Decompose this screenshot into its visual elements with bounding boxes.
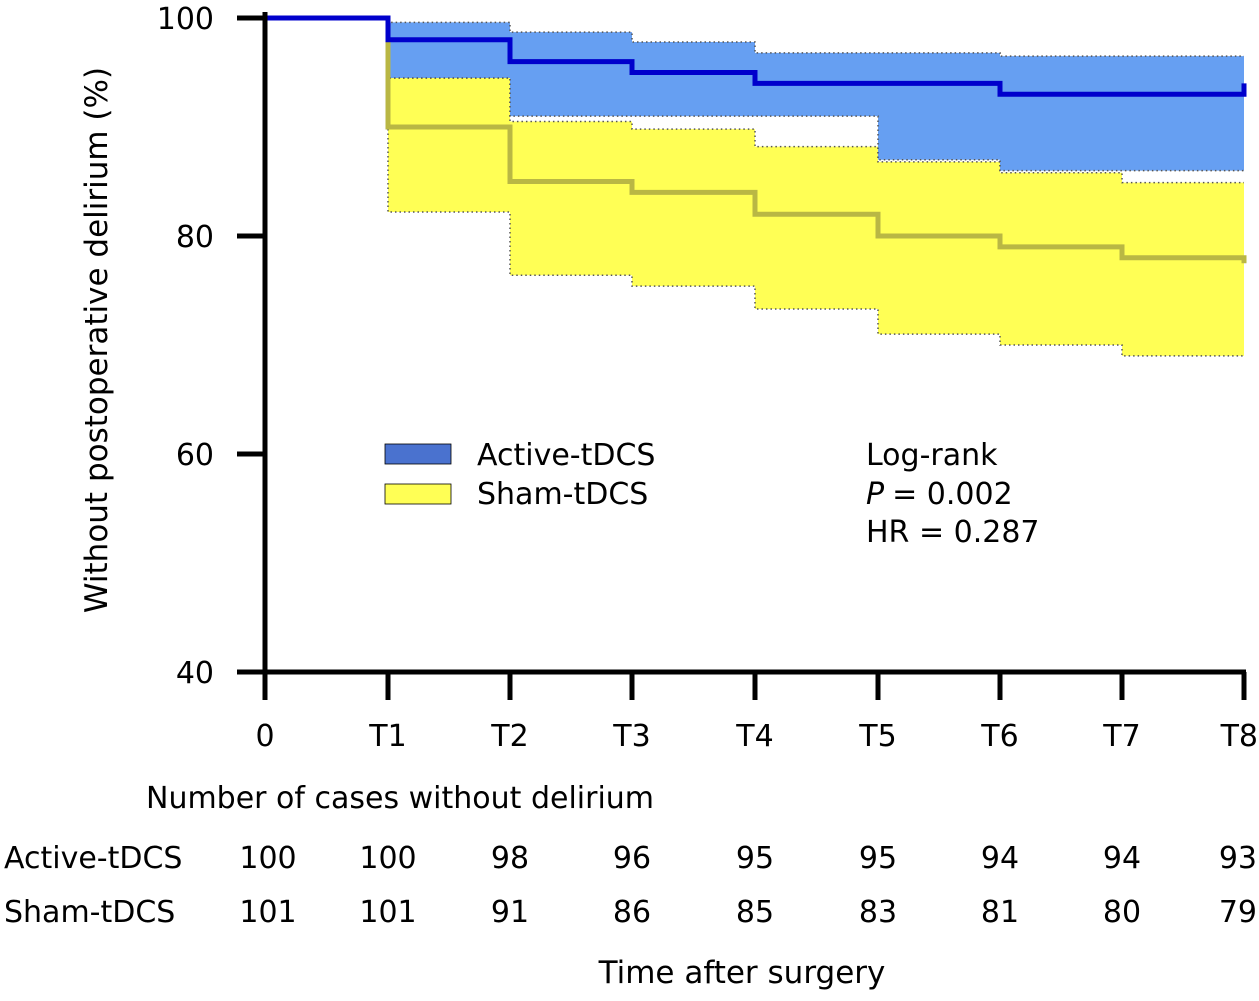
risk-cell-active: 95 bbox=[736, 841, 774, 876]
risk-row-label-active: Active-tDCS bbox=[4, 841, 182, 876]
x-tick-label: T6 bbox=[980, 719, 1018, 754]
survival-line-sham bbox=[265, 15, 1247, 264]
p-value-text: = 0.002 bbox=[892, 477, 1013, 512]
p-value: P = 0.002 bbox=[866, 477, 1013, 512]
risk-cell-sham: 85 bbox=[736, 895, 774, 930]
survival-lines bbox=[265, 15, 1247, 264]
risk-cell-sham: 91 bbox=[491, 895, 529, 930]
y-tick-label: 100 bbox=[157, 2, 214, 37]
x-ticks: 0 T1 T2 T3 T4 T5 T6 T7 T8 bbox=[255, 672, 1258, 754]
p-label: P bbox=[866, 477, 885, 512]
risk-cell-sham: 86 bbox=[613, 895, 651, 930]
x-tick-label: T4 bbox=[735, 719, 773, 754]
risk-cell-active: 95 bbox=[859, 841, 897, 876]
risk-table-title: Number of cases without delirium bbox=[146, 781, 654, 816]
x-tick-label: T3 bbox=[612, 719, 650, 754]
risk-cell-active: 100 bbox=[239, 841, 296, 876]
risk-cell-active: 94 bbox=[981, 841, 1019, 876]
y-tick-label: 60 bbox=[176, 438, 214, 473]
risk-cell-sham: 80 bbox=[1103, 895, 1141, 930]
y-tick-label: 40 bbox=[176, 656, 214, 691]
risk-cell-sham: 81 bbox=[981, 895, 1019, 930]
y-tick-label: 80 bbox=[176, 220, 214, 255]
x-tick-label: T5 bbox=[858, 719, 896, 754]
risk-cell-sham: 83 bbox=[859, 895, 897, 930]
risk-cell-active: 100 bbox=[359, 841, 416, 876]
risk-cell-active: 96 bbox=[613, 841, 651, 876]
risk-cell-sham: 79 bbox=[1219, 895, 1257, 930]
x-axis-title: Time after surgery bbox=[598, 955, 886, 991]
ci-edge-active-lower bbox=[265, 17, 1244, 172]
legend-swatch-sham bbox=[384, 483, 452, 505]
risk-row-label-sham: Sham-tDCS bbox=[4, 895, 175, 930]
risk-cell-active: 94 bbox=[1103, 841, 1141, 876]
x-tick-label: 0 bbox=[255, 719, 274, 754]
risk-cell-active: 93 bbox=[1219, 841, 1257, 876]
legend-label-sham: Sham-tDCS bbox=[477, 477, 648, 512]
legend-label-active: Active-tDCS bbox=[477, 438, 655, 473]
test-label: Log-rank bbox=[866, 438, 998, 473]
risk-cell-sham: 101 bbox=[239, 895, 296, 930]
x-tick-label: T8 bbox=[1220, 719, 1258, 754]
x-tick-label: T7 bbox=[1102, 719, 1140, 754]
risk-table: Active-tDCS Sham-tDCS 100 101 100 101 98 91 96… bbox=[4, 841, 1257, 930]
risk-cell-active: 98 bbox=[491, 841, 529, 876]
survival-line-active bbox=[265, 15, 1247, 97]
x-tick-label: T2 bbox=[490, 719, 528, 754]
y-axis-title: Without postoperative delirium (%) bbox=[79, 67, 115, 613]
axes bbox=[237, 12, 1246, 675]
risk-cell-sham: 101 bbox=[359, 895, 416, 930]
x-tick-label: T1 bbox=[368, 719, 406, 754]
stats-annotation: Log-rank P = 0.002 HR = 0.287 bbox=[866, 438, 1040, 550]
confidence-bands bbox=[265, 17, 1244, 357]
legend-swatch-active bbox=[384, 443, 452, 465]
ci-edge-sham-lower bbox=[265, 17, 1244, 357]
hazard-ratio: HR = 0.287 bbox=[866, 515, 1040, 550]
legend: Active-tDCS Sham-tDCS bbox=[384, 438, 655, 512]
y-ticks: 100 80 60 40 bbox=[157, 2, 265, 691]
